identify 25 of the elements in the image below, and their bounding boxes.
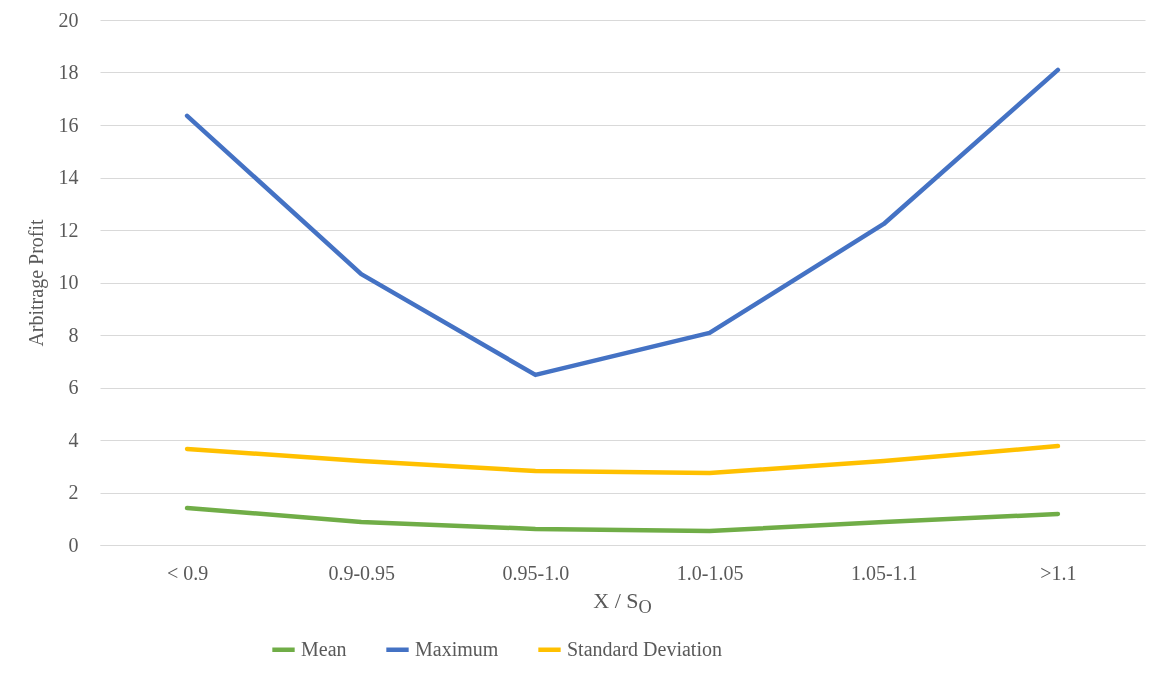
x-tick-label: 0.9-0.95 (328, 561, 396, 584)
y-tick-label: 0 (68, 533, 79, 556)
y-tick-label: 10 (58, 271, 79, 293)
x-tick-label: 0.95-1.0 (502, 561, 570, 584)
y-tick-label: 20 (58, 8, 79, 31)
y-tick-label: 16 (58, 113, 79, 136)
x-tick-label: < 0.9 (166, 561, 209, 584)
legend-label: Standard Deviation (567, 637, 722, 660)
y-tick-label: 2 (68, 481, 79, 503)
line-series (184, 67, 1061, 378)
y-tick-label: 14 (58, 166, 79, 188)
x-axis-title: X / S$_{O}$ (592, 588, 653, 619)
legend-label: Maximum (415, 637, 499, 660)
x-tick-label: 1.05-1.1 (850, 561, 918, 584)
y-tick-label: 12 (58, 218, 79, 241)
line-series (184, 443, 1061, 476)
x-tick-label: 1.0-1.05 (676, 561, 744, 584)
y-tick-label: 4 (68, 428, 79, 451)
legend-label: Mean (301, 637, 347, 660)
y-tick-label: 18 (58, 61, 79, 83)
x-tick-label: >1.1 (1040, 561, 1077, 584)
y-axis-title: Arbitrage Profit (24, 218, 48, 347)
line-series (184, 505, 1061, 534)
y-tick-label: 8 (68, 323, 79, 346)
y-tick-label: 6 (68, 376, 79, 398)
